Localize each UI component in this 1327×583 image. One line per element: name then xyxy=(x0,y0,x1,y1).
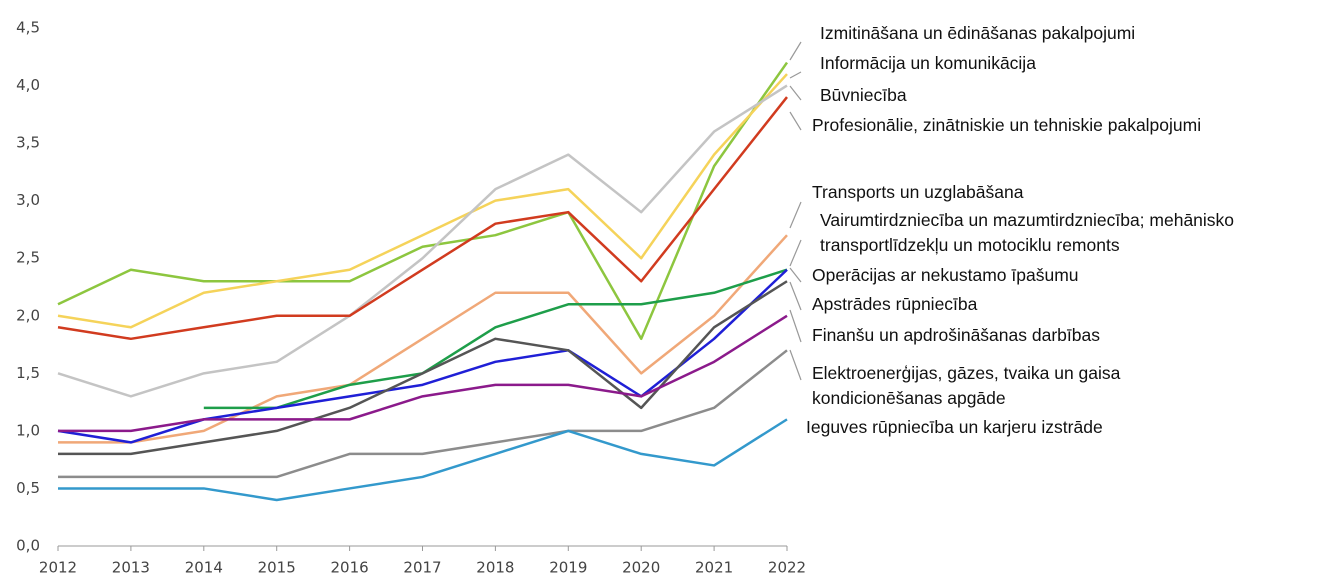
series-line xyxy=(203,268,788,410)
series-line xyxy=(58,280,788,456)
legend-label: Apstrādes rūpniecība xyxy=(812,294,978,314)
y-tick-label: 2,0 xyxy=(16,306,40,324)
series-line xyxy=(57,268,788,444)
legend-label: Informācija un komunikācija xyxy=(820,53,1036,73)
y-tick-label: 4,5 xyxy=(16,19,40,37)
y-tick-label: 3,0 xyxy=(16,191,40,209)
x-tick-label: 2015 xyxy=(258,559,296,577)
legend-label: Būvniecība xyxy=(820,85,907,105)
x-tick-label: 2014 xyxy=(185,559,223,577)
y-tick-label: 2,5 xyxy=(16,249,40,267)
legend-label: Transports un uzglabāšana xyxy=(812,182,1024,202)
legend-label: Ieguves rūpniecība un karjeru izstrāde xyxy=(806,417,1103,437)
y-tick-label: 0,5 xyxy=(16,479,40,497)
x-tick-label: 2021 xyxy=(695,559,733,577)
series-line xyxy=(58,349,788,479)
x-tick-label: 2019 xyxy=(549,559,587,577)
y-tick-label: 3,5 xyxy=(16,134,40,152)
legend-label: Profesionālie, zinātniskie un tehniskie … xyxy=(812,115,1202,135)
y-tick-label: 1,5 xyxy=(16,364,40,382)
leader-line xyxy=(789,41,802,61)
series-line xyxy=(58,418,788,502)
x-tick-label: 2022 xyxy=(768,559,806,577)
series-line xyxy=(58,234,788,444)
series-line xyxy=(57,61,789,341)
x-tick-label: 2016 xyxy=(331,559,369,577)
leader-line xyxy=(789,201,802,229)
leader-line xyxy=(789,267,802,283)
x-tick-label: 2017 xyxy=(403,559,441,577)
series-line xyxy=(57,96,788,341)
legend-label: Izmitināšana un ēdināšanas pakalpojumi xyxy=(820,23,1136,43)
series-line xyxy=(57,73,788,329)
leader-line xyxy=(789,71,802,79)
legend-label: Operācijas ar nekustamo īpašumu xyxy=(812,265,1079,285)
leader-line xyxy=(789,309,802,343)
y-tick-label: 1,0 xyxy=(16,421,40,439)
y-tick-label: 0,0 xyxy=(16,537,40,555)
legend-label: Finanšu un apdrošināšanas darbības xyxy=(812,325,1100,345)
x-tick-label: 2013 xyxy=(112,559,150,577)
x-tick-label: 2012 xyxy=(39,559,77,577)
y-tick-label: 4,0 xyxy=(16,76,40,94)
series-line xyxy=(57,84,788,398)
series-line xyxy=(58,314,788,433)
x-tick-label: 2020 xyxy=(622,559,660,577)
legend-label: Elektroenerģijas, gāzes, tvaika un gaisa… xyxy=(812,363,1121,408)
x-tick-label: 2018 xyxy=(476,559,514,577)
legend-label: Vairumtirdzniecība un mazumtirdzniecība;… xyxy=(820,210,1235,255)
leader-line xyxy=(789,349,802,381)
leader-line xyxy=(789,111,802,131)
leader-line xyxy=(789,85,802,101)
leader-line xyxy=(789,281,802,311)
leader-line xyxy=(789,239,802,267)
